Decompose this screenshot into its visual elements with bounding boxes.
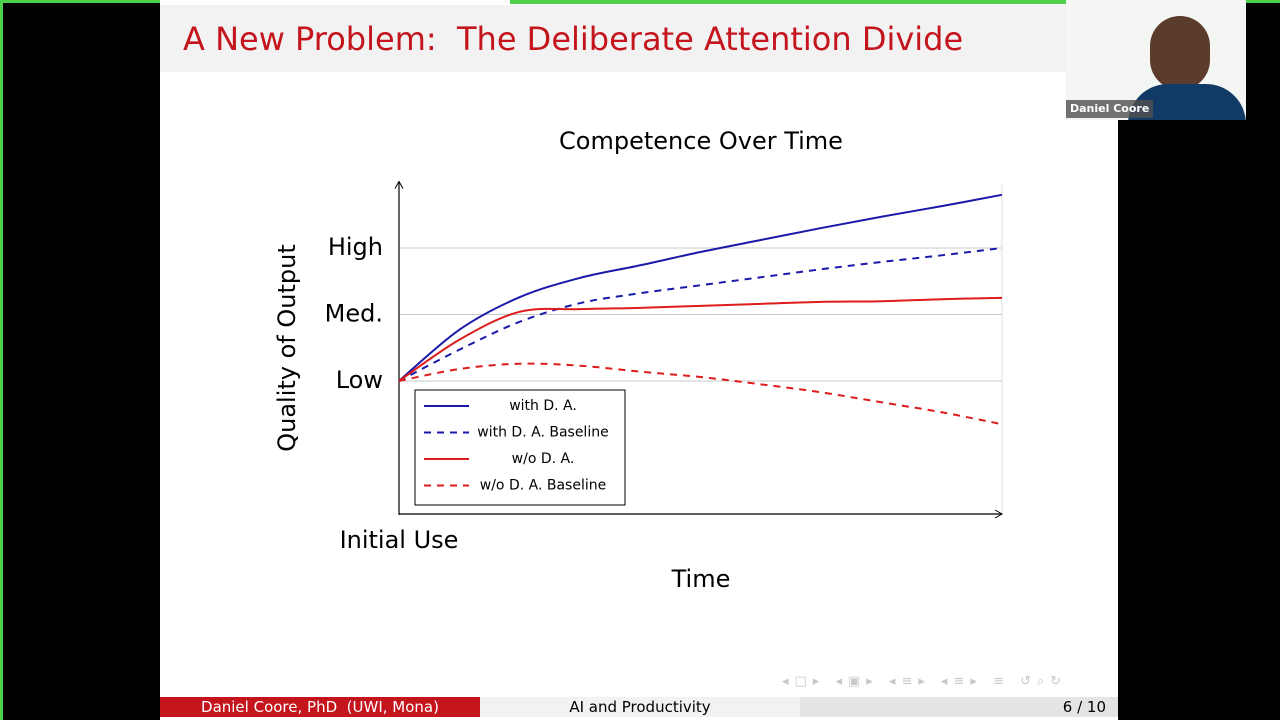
- x-tick-label: Initial Use: [340, 526, 459, 554]
- series-line: [398, 296, 1003, 382]
- y-tick-label: Med.: [325, 300, 383, 328]
- y-axis-label: Quality of Output: [273, 244, 301, 452]
- share-indicator: [510, 0, 1066, 4]
- legend-label: with D. A. Baseline: [477, 425, 608, 441]
- participant-name: Daniel Coore: [1066, 100, 1154, 118]
- y-tick-label: High: [328, 233, 383, 261]
- webcam-tile: Daniel Coore: [1066, 0, 1246, 120]
- plot-area: Low Med. High Initial Use with D. A. with D. …: [325, 180, 1004, 554]
- person-head: [1150, 16, 1210, 90]
- nav-controls[interactable]: ◂□▸ ◂▣▸ ◂≡▸ ◂≡▸ ≡ ↺⌕↻: [782, 674, 1068, 689]
- footer-author: Daniel Coore, PhD (UWI, Mona): [160, 697, 480, 717]
- title-bar: [160, 5, 1066, 72]
- footer-talk: AI and Productivity: [480, 697, 800, 717]
- series-line: [398, 193, 1003, 382]
- legend-label: w/o D. A.: [512, 451, 575, 467]
- x-axis-arrow: [994, 509, 1004, 519]
- legend-label: w/o D. A. Baseline: [480, 478, 606, 494]
- slide: [160, 0, 1118, 720]
- chart-title: Competence Over Time: [559, 127, 843, 155]
- y-axis-arrow: [394, 180, 404, 189]
- slide-title: A New Problem: The Deliberate Attention …: [183, 20, 964, 58]
- footer-page: 6 / 10: [800, 697, 1118, 717]
- series-line: [398, 362, 1003, 426]
- series-line: [398, 247, 1003, 382]
- y-tick-label: Low: [336, 366, 383, 394]
- x-axis-label: Time: [671, 565, 731, 593]
- legend-label: with D. A.: [509, 398, 577, 414]
